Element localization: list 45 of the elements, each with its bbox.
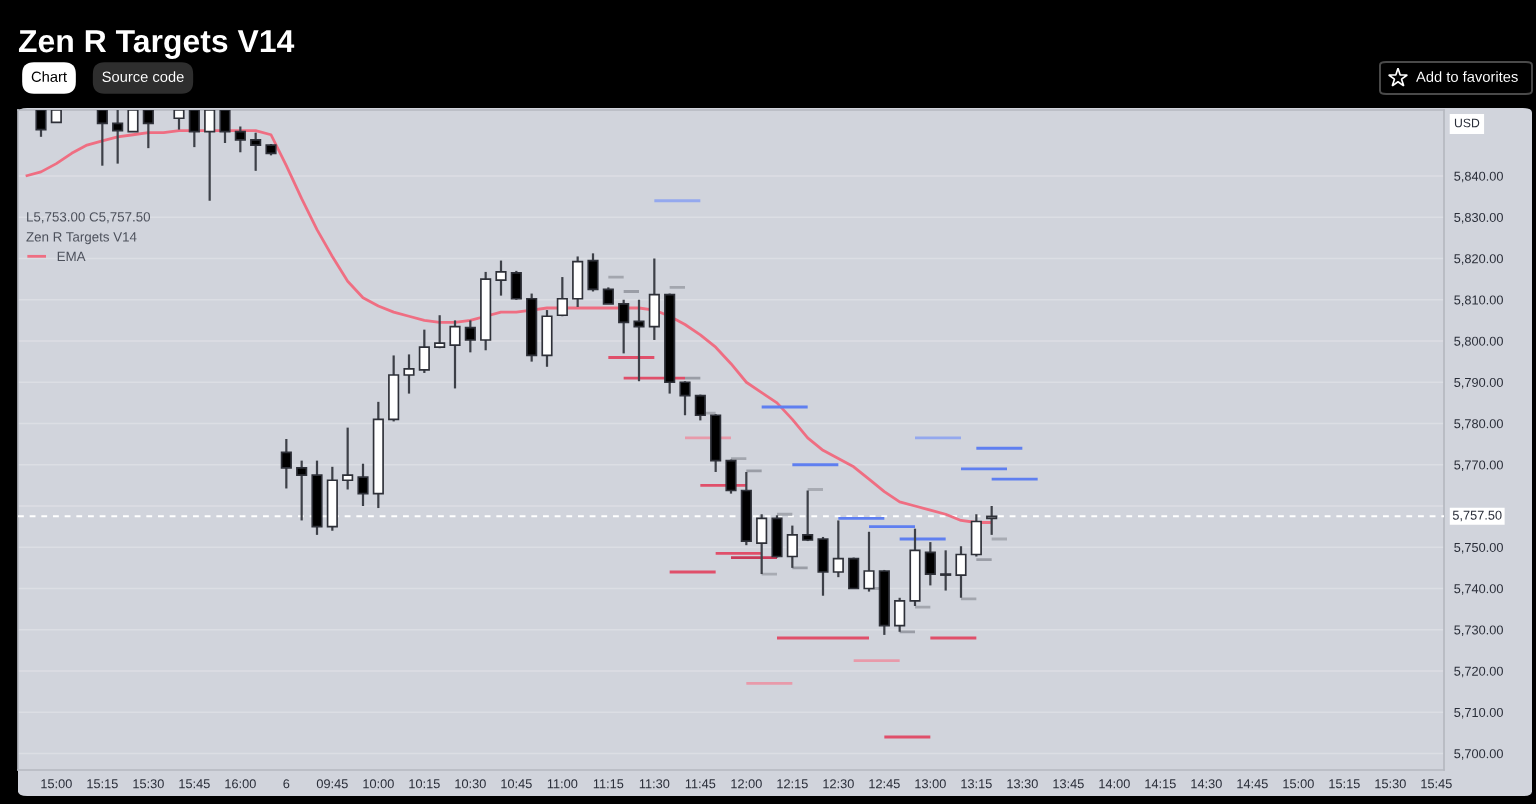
candlestick bbox=[802, 489, 814, 543]
candlestick bbox=[648, 257, 660, 342]
candlestick bbox=[894, 596, 906, 633]
candlestick bbox=[96, 110, 108, 167]
candlestick bbox=[388, 354, 400, 423]
candlestick bbox=[173, 110, 185, 131]
candlestick bbox=[541, 308, 553, 368]
candlestick bbox=[449, 319, 461, 390]
candlestick bbox=[633, 298, 645, 383]
candlestick bbox=[679, 380, 691, 417]
candlestick bbox=[725, 458, 737, 495]
candlestick bbox=[955, 545, 967, 599]
candlestick bbox=[188, 110, 200, 149]
candlestick bbox=[940, 549, 952, 592]
candlestick bbox=[35, 110, 47, 138]
candlestick bbox=[817, 535, 829, 597]
candlestick bbox=[464, 319, 476, 354]
candlestick bbox=[848, 556, 860, 590]
candlestick bbox=[127, 110, 139, 133]
candlestick bbox=[710, 413, 722, 474]
candlestick bbox=[434, 314, 446, 350]
candlestick bbox=[771, 514, 783, 559]
candlestick bbox=[572, 255, 584, 309]
candlestick bbox=[296, 459, 308, 522]
candlestick bbox=[280, 437, 292, 490]
candlestick bbox=[618, 298, 630, 355]
chart-title: Zen R Targets V14 bbox=[18, 30, 295, 59]
candlestick bbox=[556, 275, 568, 318]
candlestick bbox=[204, 110, 216, 202]
candlestick bbox=[403, 353, 415, 395]
candlestick bbox=[142, 110, 154, 150]
candlestick bbox=[219, 110, 231, 145]
candlestick bbox=[495, 259, 507, 297]
candlestick bbox=[342, 426, 354, 491]
candlestick bbox=[863, 530, 875, 593]
candlestick bbox=[587, 252, 599, 293]
candlestick bbox=[786, 524, 798, 569]
candlestick bbox=[418, 328, 430, 375]
candlestick bbox=[924, 540, 936, 587]
candlestick bbox=[234, 125, 246, 154]
candlestick bbox=[250, 131, 262, 172]
candlestick bbox=[112, 110, 124, 165]
candlestick bbox=[357, 462, 369, 508]
candlestick bbox=[510, 269, 522, 301]
candlestick bbox=[694, 393, 706, 422]
